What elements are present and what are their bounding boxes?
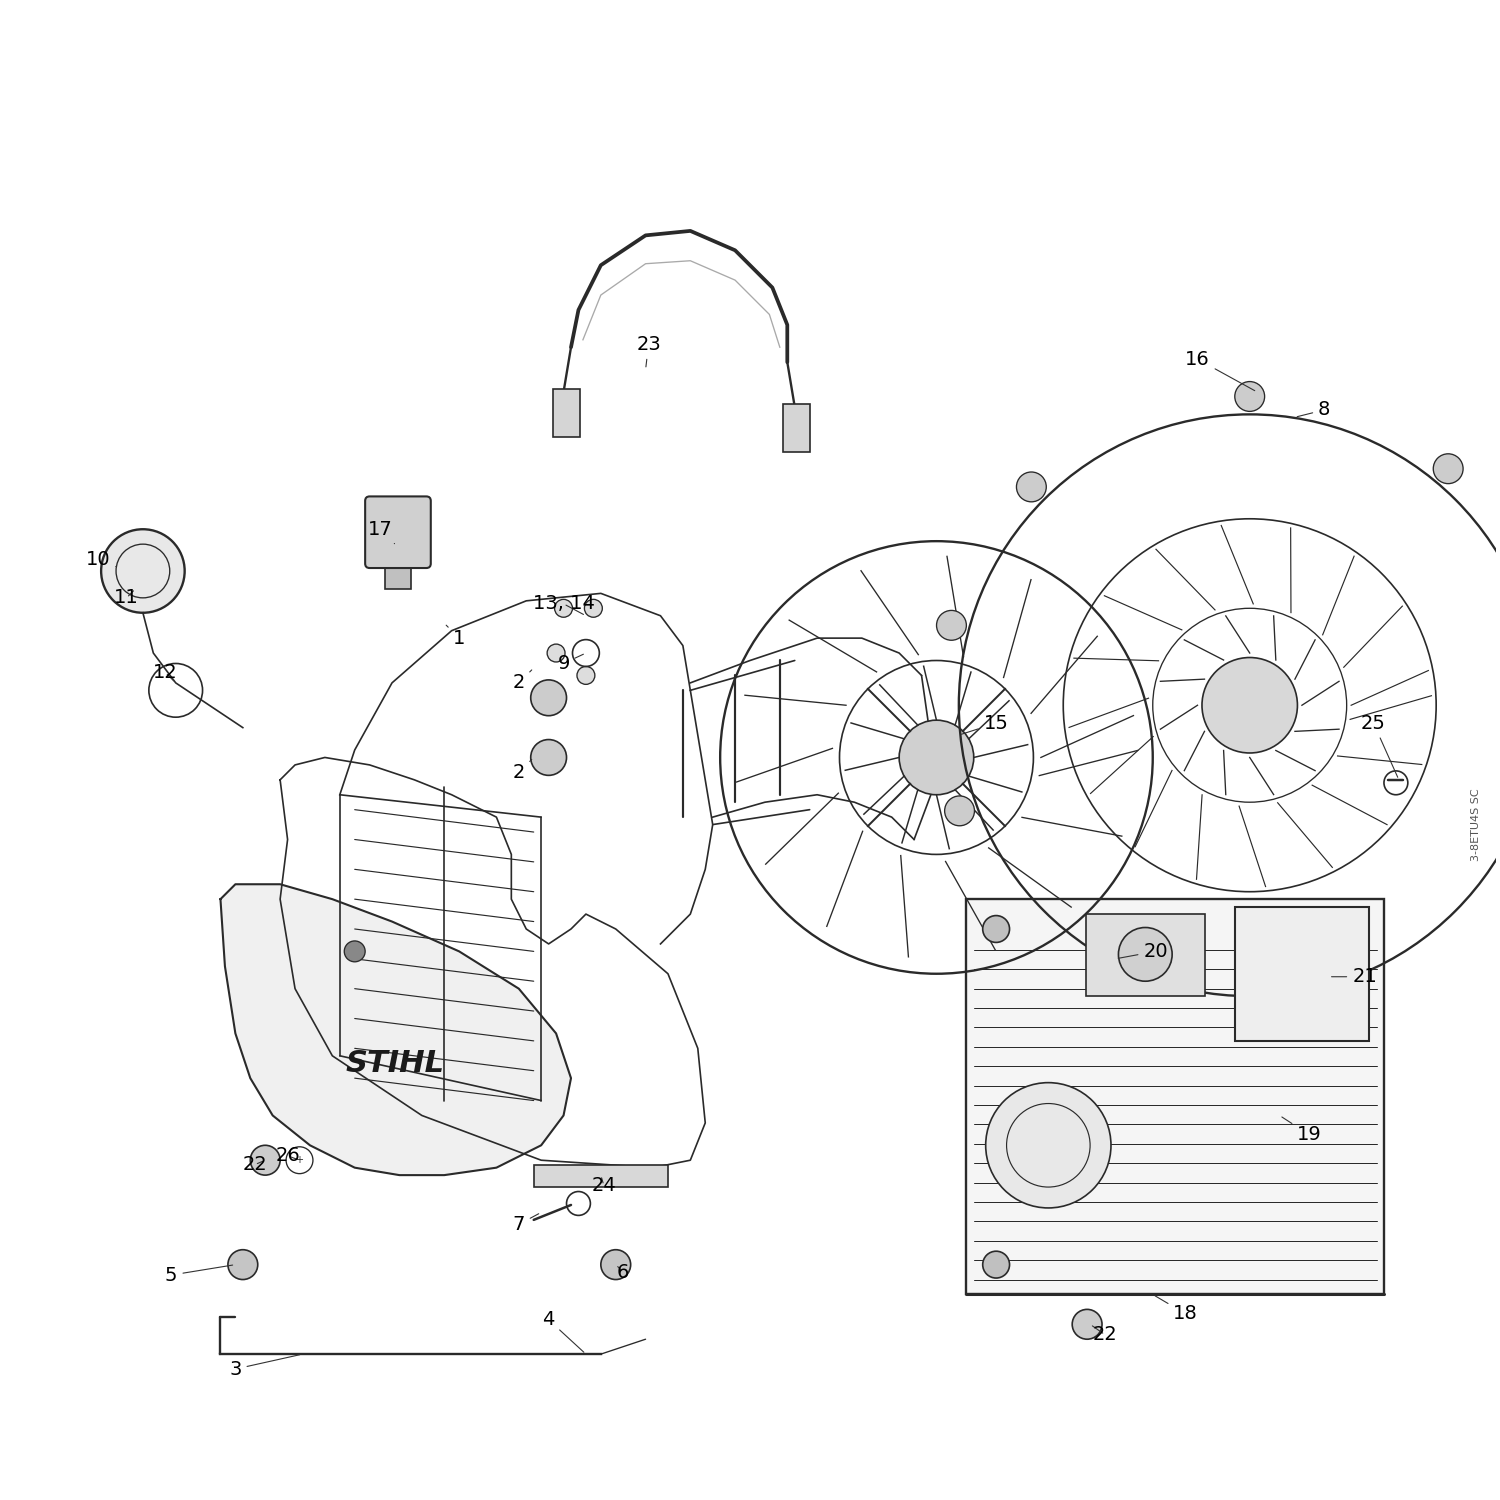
Circle shape [982, 915, 1010, 942]
Circle shape [100, 530, 184, 614]
Circle shape [945, 796, 975, 826]
Text: +: + [296, 1155, 303, 1166]
Text: 7: 7 [513, 1214, 538, 1234]
Circle shape [898, 720, 974, 795]
Circle shape [936, 610, 966, 640]
Bar [966, 898, 1384, 1294]
Bar [534, 1164, 668, 1186]
Text: 18: 18 [1155, 1296, 1198, 1323]
Circle shape [982, 1251, 1010, 1278]
Text: 11: 11 [114, 588, 140, 608]
Circle shape [578, 666, 596, 684]
Bar [384, 562, 411, 590]
Circle shape [1202, 657, 1298, 753]
Text: 22: 22 [243, 1155, 267, 1174]
Circle shape [585, 600, 603, 616]
Circle shape [555, 600, 573, 616]
Text: STIHL: STIHL [345, 1048, 444, 1078]
Circle shape [345, 940, 364, 962]
Text: 3-8ETU4S SC: 3-8ETU4S SC [1472, 789, 1482, 861]
Circle shape [531, 680, 567, 716]
Text: 2: 2 [513, 759, 531, 782]
Circle shape [986, 1083, 1112, 1208]
Bar [554, 388, 580, 436]
Text: 1: 1 [446, 626, 465, 648]
Circle shape [1434, 454, 1462, 483]
Text: 16: 16 [1185, 350, 1254, 390]
Text: 3: 3 [230, 1354, 300, 1378]
Text: 20: 20 [1118, 942, 1168, 962]
Text: 10: 10 [86, 549, 116, 568]
Circle shape [1017, 472, 1047, 502]
Text: 23: 23 [636, 334, 662, 368]
Circle shape [1119, 927, 1172, 981]
Circle shape [1234, 381, 1264, 411]
Bar [1086, 914, 1204, 996]
Circle shape [531, 740, 567, 776]
Text: 21: 21 [1332, 968, 1377, 986]
Text: 26: 26 [274, 1146, 300, 1166]
Text: 24: 24 [591, 1176, 616, 1196]
Polygon shape [220, 885, 572, 1174]
Text: 9: 9 [558, 654, 584, 674]
Text: 22: 22 [1092, 1324, 1118, 1344]
Text: 13, 14: 13, 14 [532, 594, 594, 615]
Circle shape [251, 1146, 280, 1174]
FancyBboxPatch shape [364, 496, 430, 568]
Text: 4: 4 [543, 1311, 584, 1352]
Circle shape [1072, 1310, 1102, 1340]
Circle shape [548, 644, 566, 662]
Text: 19: 19 [1282, 1118, 1322, 1144]
Text: 12: 12 [153, 663, 177, 682]
Text: 2: 2 [513, 670, 531, 693]
Text: 15: 15 [962, 714, 1008, 734]
Text: 8: 8 [1298, 400, 1330, 420]
Text: 17: 17 [368, 519, 394, 543]
Bar [783, 404, 810, 451]
Circle shape [602, 1250, 630, 1280]
Bar [1234, 906, 1370, 1041]
Text: 25: 25 [1360, 714, 1398, 777]
Text: 6: 6 [616, 1263, 630, 1281]
Circle shape [228, 1250, 258, 1280]
Text: 5: 5 [165, 1264, 232, 1284]
